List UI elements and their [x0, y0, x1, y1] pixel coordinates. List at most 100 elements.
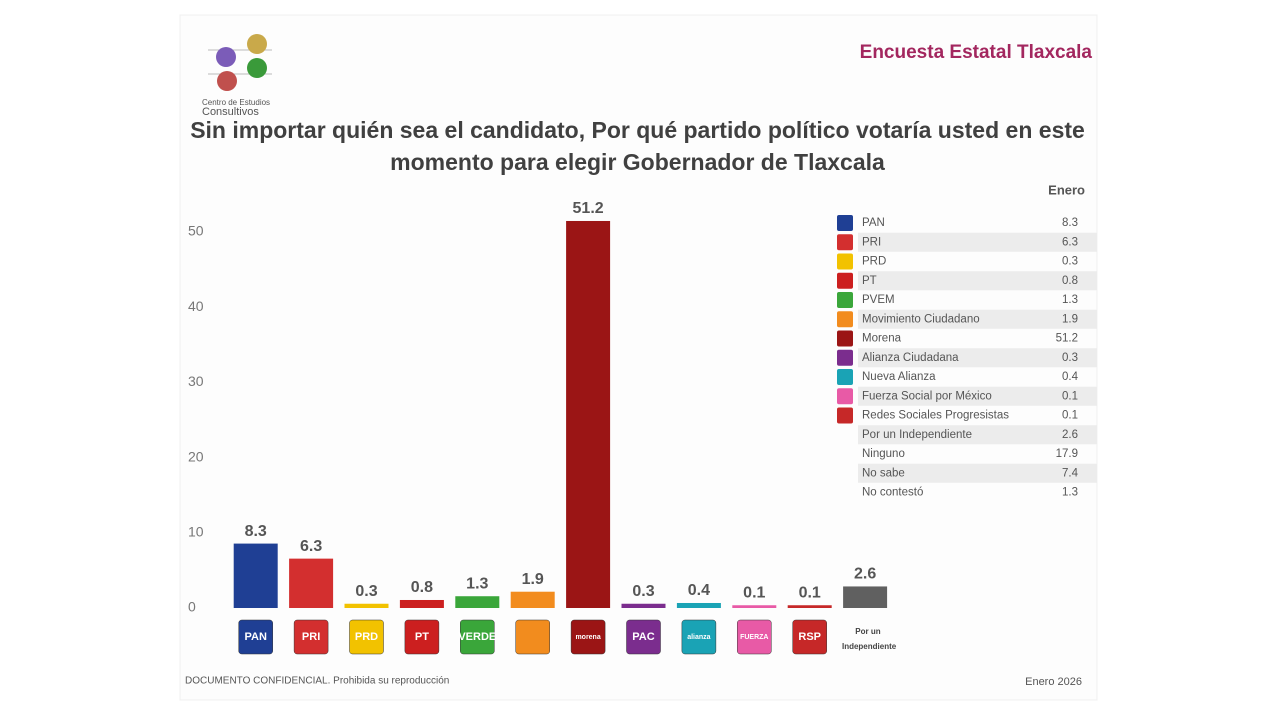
- logo-text: Consultivos: [202, 106, 259, 118]
- x-tick-label: PAC: [632, 631, 654, 643]
- table-value: 8.3: [1062, 217, 1078, 229]
- category-logo: [626, 619, 661, 655]
- table-value: 0.3: [1062, 352, 1078, 364]
- party-icon: [837, 407, 853, 424]
- bar: [732, 605, 777, 608]
- table-row-shade: [858, 348, 1097, 368]
- party-icon: [837, 388, 853, 405]
- party-icon: [837, 253, 853, 270]
- table-name: Alianza Ciudadana: [862, 352, 959, 364]
- table-row-shade: [858, 271, 1097, 291]
- bar: [399, 599, 444, 608]
- table-name: Fuerza Social por México: [862, 390, 992, 402]
- table-name: PT: [862, 275, 877, 287]
- party-icon: [837, 272, 853, 289]
- category-logo: [737, 619, 772, 655]
- category-logo: [792, 619, 827, 655]
- x-tick-label: PT: [415, 631, 429, 643]
- value-label: 0.4: [688, 582, 710, 599]
- bar: [344, 603, 389, 608]
- table-value: 51.2: [1056, 333, 1078, 345]
- table-value: 0.4: [1062, 371, 1079, 383]
- x-tick-label: FUERZA: [740, 634, 768, 641]
- table-name: Redes Sociales Progresistas: [862, 410, 1009, 422]
- table-name: No contestó: [862, 487, 923, 499]
- table-row-shade: [858, 386, 1097, 406]
- table-row-shade: [858, 425, 1097, 445]
- bar: [566, 220, 611, 608]
- table-value: 1.3: [1062, 487, 1078, 499]
- table-row-shade: [858, 463, 1097, 483]
- table-row-shade: [858, 232, 1097, 252]
- value-label: 2.6: [854, 566, 876, 583]
- table-value: 0.1: [1062, 390, 1078, 402]
- value-label: 1.3: [466, 575, 488, 592]
- bar: [510, 591, 555, 608]
- bar: [289, 558, 334, 608]
- bar: [787, 605, 832, 608]
- logo-dot: [216, 47, 236, 67]
- logo-dot: [247, 34, 267, 54]
- table-name: PVEM: [862, 294, 895, 306]
- table-value: 2.6: [1062, 429, 1078, 441]
- x-tick-label: PRI: [302, 631, 320, 643]
- y-tick-label: 30: [188, 373, 204, 389]
- value-label: 0.3: [355, 583, 377, 600]
- x-tick-label: Por un Independiente: [842, 627, 897, 651]
- category-logo: [238, 619, 273, 655]
- table-name: Por un Independiente: [862, 429, 972, 441]
- x-tick-label: VERDE: [458, 631, 496, 643]
- table-name: Morena: [862, 333, 902, 345]
- table-name: PRD: [862, 256, 886, 268]
- table-value: 1.9: [1062, 313, 1078, 325]
- y-tick-label: 50: [188, 223, 204, 239]
- table-value: 0.1: [1062, 410, 1078, 422]
- party-icon: [837, 311, 853, 328]
- party-icon: [837, 215, 853, 231]
- bar: [843, 586, 888, 608]
- table-name: Movimiento Ciudadano: [862, 313, 980, 325]
- y-tick-label: 10: [188, 524, 204, 540]
- category-logo: [515, 619, 550, 655]
- party-icon: [837, 369, 853, 385]
- party-icon: [837, 292, 853, 308]
- x-tick-label: PRD: [355, 631, 378, 643]
- category-logo: [404, 619, 440, 655]
- y-tick-label: 40: [188, 298, 204, 314]
- x-tick-label: PAN: [244, 631, 266, 643]
- value-label: 1.9: [522, 571, 544, 588]
- value-label: 0.1: [799, 584, 821, 601]
- party-icon: [837, 234, 853, 251]
- bar: [233, 543, 278, 608]
- table-value: 17.9: [1056, 448, 1078, 460]
- category-logo: [681, 619, 717, 655]
- table-value: 7.4: [1062, 467, 1079, 479]
- table-value: 1.3: [1062, 294, 1078, 306]
- footer-left: DOCUMENTO CONFIDENCIAL. Prohibida su rep…: [185, 676, 449, 687]
- value-label: 0.3: [632, 583, 654, 600]
- table-name: PRI: [862, 236, 881, 248]
- x-tick-label: RSP: [798, 631, 821, 643]
- chart-title: Sin importar quién sea el candidato, Por…: [190, 117, 1085, 175]
- category-logo: [570, 619, 606, 655]
- party-icon: [837, 330, 853, 347]
- table-name: Nueva Alianza: [862, 371, 936, 383]
- x-tick-label: alianza: [687, 634, 710, 641]
- party-icon: [837, 349, 853, 366]
- category-logo: [460, 619, 495, 655]
- y-tick-label: 0: [188, 599, 196, 615]
- value-label: 51.2: [573, 200, 604, 217]
- x-tick-label: morena: [575, 634, 600, 641]
- bar: [621, 603, 666, 608]
- logo-dot: [217, 71, 237, 91]
- table-name: No sabe: [862, 467, 905, 479]
- table-value: 0.8: [1062, 275, 1078, 287]
- logo-dot: [247, 58, 267, 78]
- category-logo: [349, 619, 384, 655]
- value-label: 6.3: [300, 538, 322, 555]
- category-logo: [293, 619, 329, 655]
- footer-right: Enero 2026: [1025, 676, 1082, 688]
- bar: [676, 602, 721, 608]
